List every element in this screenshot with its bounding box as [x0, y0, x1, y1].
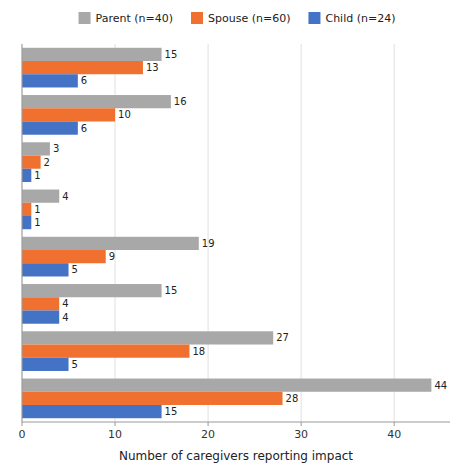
bar	[22, 48, 162, 61]
legend-item: Spouse (n=60)	[191, 12, 290, 25]
bar	[22, 216, 31, 229]
bar	[22, 331, 273, 344]
bar	[22, 250, 106, 263]
bar	[22, 345, 189, 358]
bar	[22, 392, 283, 405]
bar	[22, 203, 31, 216]
bar	[22, 142, 50, 155]
data-label: 9	[109, 251, 115, 262]
data-label: 4	[62, 191, 68, 202]
axes: 0 10 20 30 40	[19, 44, 451, 441]
data-label: 1	[34, 170, 40, 181]
data-label: 4	[62, 298, 68, 309]
data-label: 44	[434, 380, 447, 391]
data-label: 2	[44, 157, 50, 168]
x-tick-label: 30	[294, 428, 308, 441]
bar	[22, 379, 431, 392]
x-tick-label: 0	[19, 428, 26, 441]
bar	[22, 297, 59, 310]
data-label: 10	[118, 109, 131, 120]
legend-item: Child (n=24)	[308, 12, 395, 25]
x-tick-label: 20	[201, 428, 215, 441]
bar	[22, 310, 59, 323]
data-label: 13	[146, 62, 159, 73]
bars	[22, 48, 431, 418]
data-label: 6	[81, 75, 87, 86]
legend-item: Parent (n=40)	[79, 12, 173, 25]
x-axis-line	[22, 422, 450, 423]
data-label: 27	[276, 332, 289, 343]
data-label: 6	[81, 123, 87, 134]
bar	[22, 284, 162, 297]
bar	[22, 95, 171, 108]
data-label: 15	[165, 49, 178, 60]
bar	[22, 61, 143, 74]
data-label: 4	[62, 312, 68, 323]
bar	[22, 74, 78, 87]
data-label: 15	[165, 285, 178, 296]
bar	[22, 405, 162, 418]
x-tick	[115, 422, 116, 426]
grid-line	[394, 44, 395, 422]
chart-svg: 1513616106321411199515442718544281501020…	[0, 0, 474, 474]
grid-line	[22, 44, 23, 422]
x-tick	[208, 422, 209, 426]
legend: Parent (n=40) Spouse (n=60) Child (n=24)	[79, 12, 396, 25]
x-tick	[301, 422, 302, 426]
data-label: 15	[165, 406, 178, 417]
data-label: 5	[72, 359, 78, 370]
bar	[22, 121, 78, 134]
bar	[22, 237, 199, 250]
data-label: 1	[34, 217, 40, 228]
data-label: 19	[202, 238, 215, 249]
bar	[22, 108, 115, 121]
x-tick	[22, 422, 23, 426]
legend-label: Spouse (n=60)	[208, 12, 290, 25]
x-tick-label: 40	[387, 428, 401, 441]
x-tick	[394, 422, 395, 426]
x-tick-label: 10	[108, 428, 122, 441]
y-axis-line	[22, 44, 23, 422]
grid-line	[208, 44, 209, 422]
bar	[22, 358, 69, 371]
grid-line	[301, 44, 302, 422]
data-label: 28	[286, 393, 299, 404]
legend-label: Parent (n=40)	[96, 12, 173, 25]
bar	[22, 190, 59, 203]
data-label: 3	[53, 143, 59, 154]
data-label: 5	[72, 264, 78, 275]
x-axis-label: Number of caregivers reporting impact	[119, 449, 353, 463]
data-labels: 15136161063214111995154427185442815	[34, 49, 447, 417]
legend-swatch	[191, 12, 203, 24]
grid	[22, 44, 394, 422]
data-label: 18	[192, 346, 205, 357]
chart-container: 1513616106321411199515442718544281501020…	[0, 0, 474, 474]
legend-swatch	[308, 12, 320, 24]
bar	[22, 263, 69, 276]
data-label: 1	[34, 204, 40, 215]
data-label: 16	[174, 96, 187, 107]
legend-swatch	[79, 12, 91, 24]
bar	[22, 169, 31, 182]
legend-label: Child (n=24)	[325, 12, 395, 25]
bar	[22, 156, 41, 169]
